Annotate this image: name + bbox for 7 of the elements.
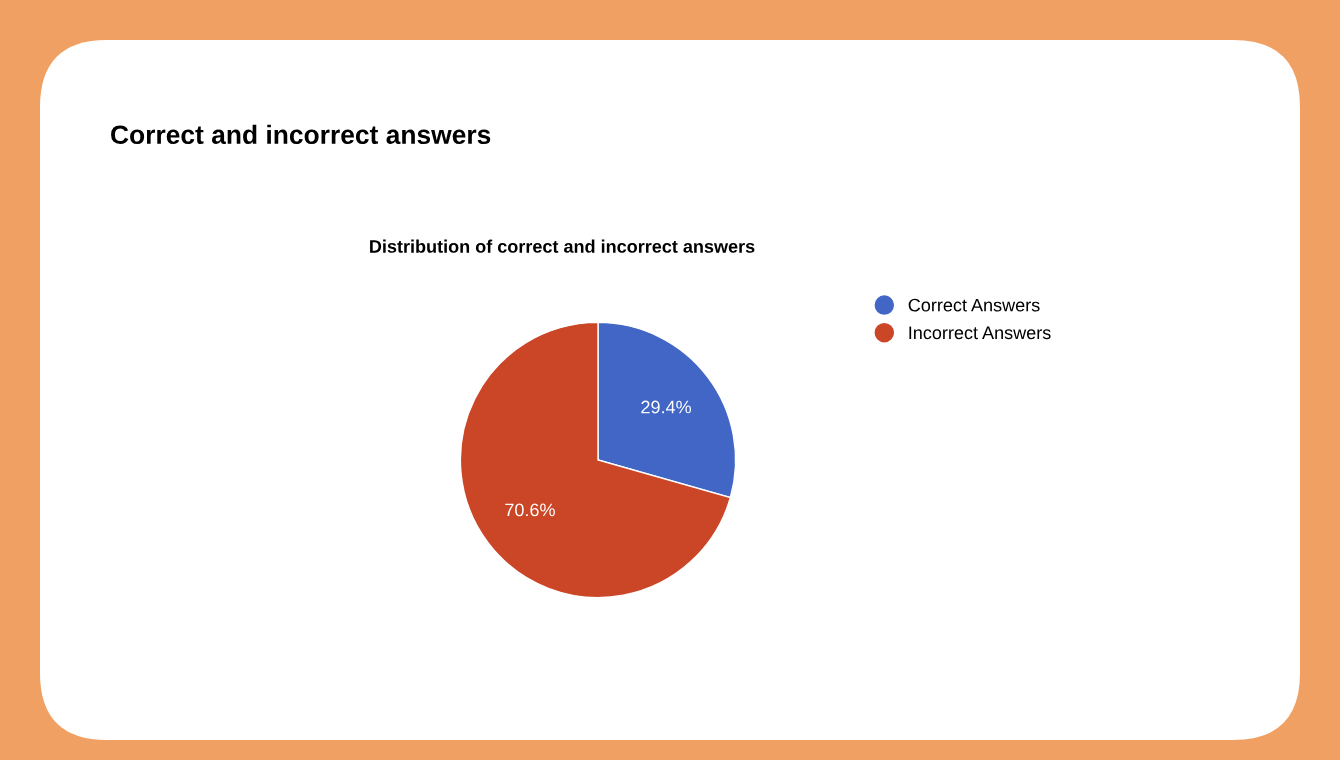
chart-title: Correct and incorrect answers	[111, 124, 491, 145]
chart-subtitle: Distribution of correct and incorrect answers	[370, 239, 755, 253]
data-label: 29.4%	[641, 400, 692, 414]
legend-label: Incorrect Answers	[909, 326, 1051, 340]
pie-slice	[459, 321, 732, 599]
data-label: 70.6%	[505, 503, 555, 517]
legend-label: Correct Answers	[908, 298, 1040, 312]
